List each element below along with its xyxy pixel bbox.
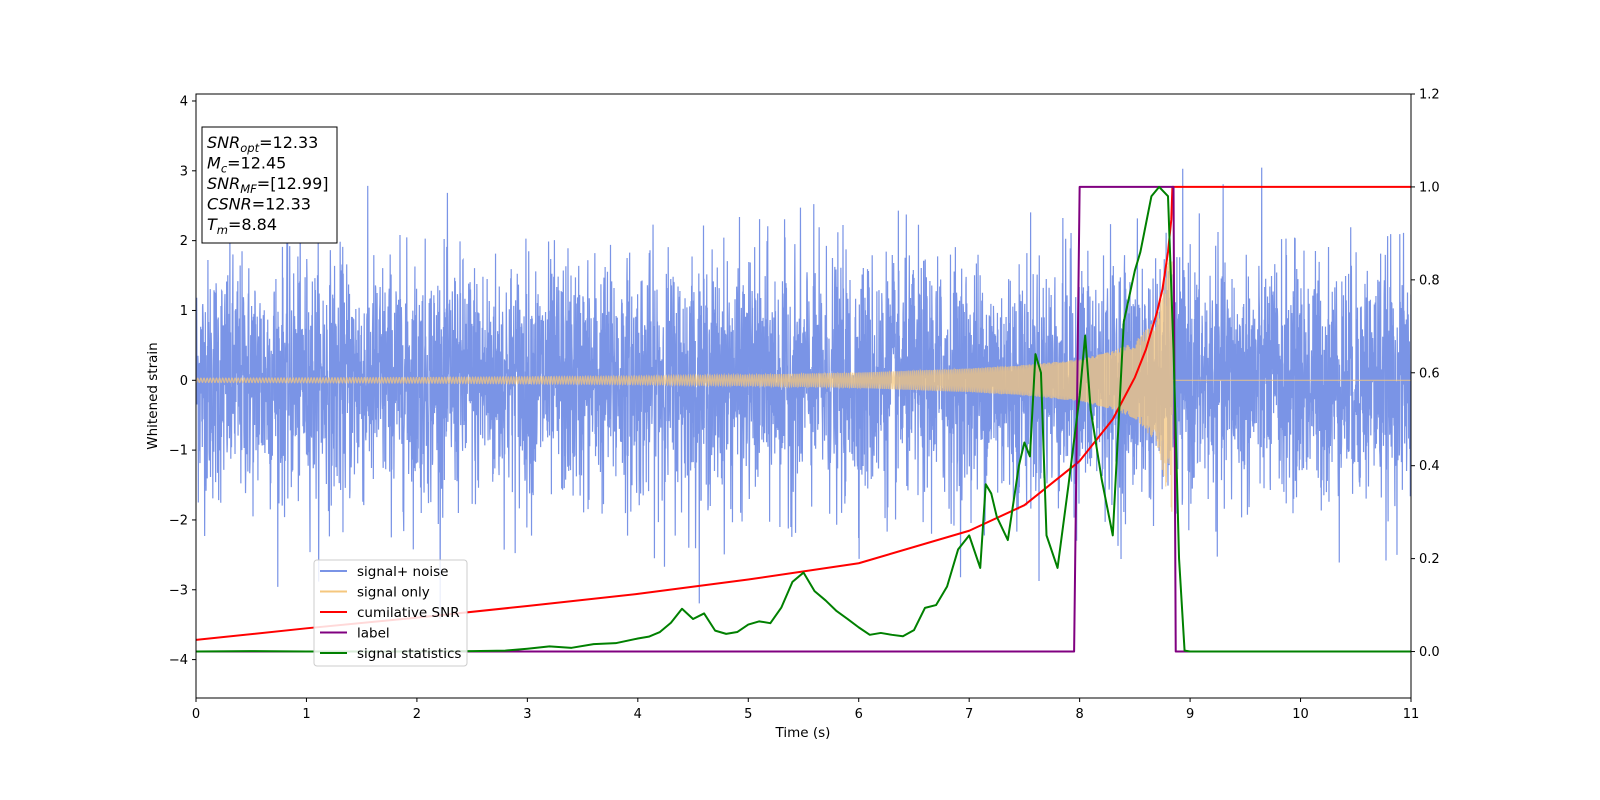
x-tick-label: 0 bbox=[192, 707, 200, 722]
x-tick-label: 4 bbox=[634, 707, 642, 722]
x-tick-label: 11 bbox=[1403, 707, 1420, 722]
x-tick-label: 10 bbox=[1292, 707, 1309, 722]
series-layer bbox=[196, 167, 1411, 653]
y-left-tick-label: −2 bbox=[169, 513, 188, 528]
legend: signal+ noise signal only cumilative SNR la… bbox=[313, 559, 468, 667]
y-left-tick-label: 3 bbox=[180, 164, 188, 179]
y-right-tick-label: 1.2 bbox=[1419, 88, 1440, 103]
x-tick-label: 1 bbox=[302, 707, 310, 722]
x-tick-label: 7 bbox=[965, 707, 973, 722]
x-axis: 0 1 2 3 4 5 6 7 8 9 10 11 bbox=[192, 698, 1419, 722]
y-left-tick-label: 2 bbox=[180, 234, 188, 249]
x-tick-label: 3 bbox=[523, 707, 531, 722]
annotation-line: SNRopt=12.33 bbox=[207, 133, 318, 155]
y-axis-left: −4 −3 −2 −1 0 1 2 3 4 bbox=[169, 94, 196, 668]
y-left-tick-label: 0 bbox=[180, 374, 188, 389]
annotation-line: SNRMF=[12.99] bbox=[207, 174, 329, 196]
legend-label: label bbox=[357, 626, 390, 642]
x-tick-label: 2 bbox=[413, 707, 421, 722]
y-axis-label: Whitened strain bbox=[145, 342, 161, 449]
series-cumulative-snr bbox=[196, 185, 1411, 641]
y-axis-right: 0.0 0.2 0.4 0.6 0.8 1.0 1.2 bbox=[1411, 88, 1440, 660]
x-tick-label: 5 bbox=[744, 707, 752, 722]
y-left-tick-label: −3 bbox=[169, 583, 188, 598]
y-right-tick-label: 0.8 bbox=[1419, 273, 1440, 288]
x-tick-label: 9 bbox=[1186, 707, 1194, 722]
legend-label: signal only bbox=[357, 585, 430, 601]
legend-label: signal statistics bbox=[357, 646, 461, 662]
x-tick-label: 6 bbox=[855, 707, 863, 722]
y-left-tick-label: −4 bbox=[169, 653, 188, 668]
annotation-box: SNRopt=12.33Mc=12.45SNRMF=[12.99]CSNR=12… bbox=[201, 126, 338, 244]
annotation-line: CSNR=12.33 bbox=[207, 195, 311, 214]
y-right-tick-label: 0.6 bbox=[1419, 366, 1440, 381]
y-left-tick-label: 1 bbox=[180, 304, 188, 319]
legend-label: signal+ noise bbox=[357, 564, 448, 580]
x-axis-label: Time (s) bbox=[775, 725, 831, 741]
annotation-line: Tm=8.84 bbox=[207, 215, 277, 237]
y-right-tick-label: 0.0 bbox=[1419, 645, 1440, 660]
series-signal-statistics bbox=[196, 185, 1411, 653]
y-right-tick-label: 1.0 bbox=[1419, 180, 1440, 195]
y-left-tick-label: −1 bbox=[169, 444, 188, 459]
legend-label: cumilative SNR bbox=[357, 605, 460, 621]
y-right-tick-label: 0.2 bbox=[1419, 552, 1440, 567]
series-signal-noise bbox=[196, 167, 1411, 619]
plot-frame bbox=[195, 93, 1412, 699]
y-left-tick-label: 4 bbox=[180, 94, 188, 109]
x-tick-label: 8 bbox=[1075, 707, 1083, 722]
series-signal-only bbox=[196, 252, 1411, 512]
y-right-tick-label: 0.4 bbox=[1419, 459, 1440, 474]
annotation-line: Mc=12.45 bbox=[207, 154, 286, 176]
